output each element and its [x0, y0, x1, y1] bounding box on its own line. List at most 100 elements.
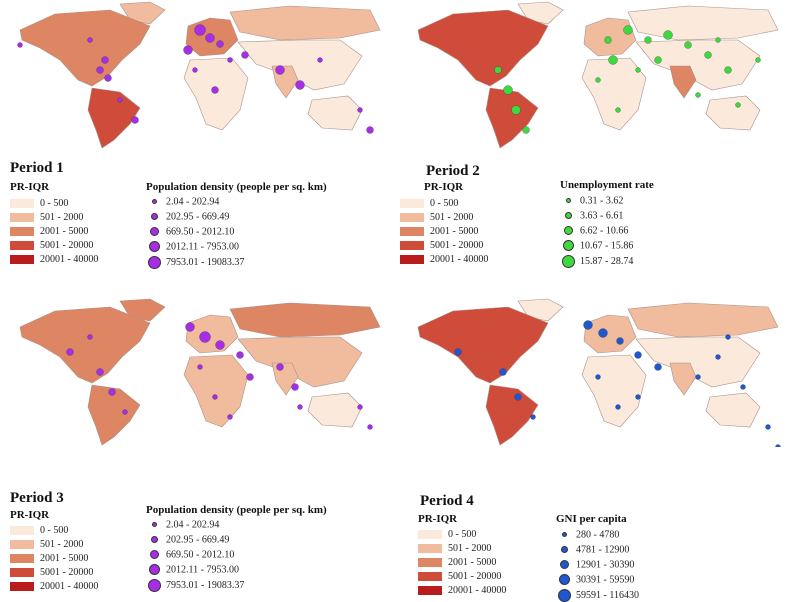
indicator-legend-item: 7953.01 - 19083.37 — [146, 579, 245, 592]
indicator-marker — [623, 25, 633, 35]
color-swatch — [400, 255, 424, 265]
region-na — [19, 9, 151, 87]
marker-swatch — [151, 199, 157, 205]
indicator-legend-item: 6.62 - 10.66 — [560, 225, 628, 237]
indicator-legend-item: 669.50 - 2012.10 — [146, 226, 234, 238]
region-europe — [583, 314, 637, 354]
map-panel-period-4: Period 4 PR-IQR GNI per capita 0 - 500 50… — [398, 297, 796, 602]
indicator-legend-title: Population density (people per sq. km) — [146, 504, 327, 516]
indicator-marker — [503, 85, 513, 95]
pr-iqr-legend-item: 2001 - 5000 — [10, 553, 88, 565]
indicator-marker — [654, 363, 662, 371]
indicator-legend-item: 2.04 - 202.94 — [146, 519, 219, 531]
indicator-marker — [775, 444, 781, 447]
period-title: Period 4 — [420, 493, 474, 509]
indicator-marker — [212, 394, 218, 400]
legend-label: 5001 - 20000 — [448, 571, 502, 582]
region-sa — [485, 87, 539, 149]
indicator-marker — [725, 334, 731, 340]
legend-label: 501 - 2000 — [430, 212, 474, 223]
region-russia — [627, 302, 779, 338]
region-india — [669, 65, 697, 99]
indicator-legend-item: 2.04 - 202.94 — [146, 196, 219, 208]
legend-label: 7953.01 - 19083.37 — [166, 579, 245, 591]
indicator-marker — [616, 337, 624, 345]
region-australia — [307, 95, 363, 131]
pr-iqr-legend-title: PR-IQR — [424, 181, 464, 193]
region-europe — [185, 314, 239, 354]
marker-swatch — [148, 241, 160, 253]
indicator-marker — [704, 51, 712, 59]
indicator-marker — [194, 24, 206, 36]
pr-iqr-legend-title: PR-IQR — [10, 181, 50, 193]
indicator-marker — [654, 56, 662, 64]
legend-label: 501 - 2000 — [448, 543, 492, 554]
region-australia — [705, 392, 761, 428]
legend-label: 3.63 - 6.61 — [580, 210, 624, 222]
indicator-marker — [724, 66, 732, 74]
region-na — [19, 306, 151, 384]
indicator-legend-item: 2012.11 - 7953.00 — [146, 241, 239, 253]
region-australia — [705, 95, 761, 131]
pr-iqr-legend-item: 5001 - 20000 — [10, 240, 93, 252]
pr-iqr-legend-item: 5001 - 20000 — [400, 240, 483, 252]
indicator-legend-item: 59591 - 116430 — [556, 589, 639, 602]
legend-label: 20001 - 40000 — [448, 585, 507, 596]
indicator-legend-item: 12901 - 30390 — [556, 559, 634, 571]
indicator-marker — [241, 51, 249, 59]
indicator-marker — [66, 348, 74, 356]
indicator-marker — [511, 105, 521, 115]
indicator-marker — [357, 404, 363, 410]
color-swatch — [10, 554, 34, 564]
indicator-marker — [615, 404, 621, 410]
indicator-legend-item: 3.63 - 6.61 — [560, 210, 623, 222]
region-russia — [229, 5, 381, 41]
indicator-legend-item: 202.95 - 669.49 — [146, 534, 229, 546]
color-swatch — [10, 199, 34, 209]
indicator-legend-item: 280 - 4780 — [556, 529, 619, 541]
pr-iqr-legend-item: 501 - 2000 — [418, 543, 491, 555]
region-russia — [229, 302, 381, 338]
region-na — [417, 9, 549, 87]
indicator-marker — [275, 65, 285, 75]
pr-iqr-legend-item: 2001 - 5000 — [10, 226, 88, 238]
region-asia — [237, 336, 363, 388]
pr-iqr-legend-item: 501 - 2000 — [10, 539, 83, 551]
pr-iqr-legend-item: 2001 - 5000 — [418, 557, 496, 569]
pr-iqr-legend-item: 0 - 500 — [400, 198, 458, 210]
indicator-marker — [635, 67, 641, 73]
marker-swatch — [557, 589, 571, 602]
indicator-marker — [514, 393, 522, 401]
indicator-marker — [454, 348, 462, 356]
indicator-marker — [131, 116, 139, 124]
legend-label: 2001 - 5000 — [430, 226, 479, 237]
color-swatch — [10, 255, 34, 265]
marker-swatch — [148, 564, 160, 576]
legend-label: 5001 - 20000 — [40, 567, 94, 578]
marker-swatch — [149, 550, 159, 560]
color-swatch — [400, 199, 424, 209]
pr-iqr-legend-item: 20001 - 40000 — [10, 254, 98, 266]
marker-swatch — [149, 227, 159, 237]
pr-iqr-legend-title: PR-IQR — [10, 509, 50, 521]
indicator-marker — [185, 322, 195, 332]
indicator-marker — [583, 320, 593, 330]
indicator-marker — [695, 374, 701, 380]
legend-label: 2001 - 5000 — [40, 226, 89, 237]
color-swatch — [10, 213, 34, 223]
legend-label: 30391 - 59590 — [576, 574, 635, 586]
indicator-marker — [663, 30, 673, 40]
legend-label: 0 - 500 — [448, 529, 477, 540]
period-title: Period 1 — [10, 160, 64, 176]
legend-label: 0.31 - 3.62 — [580, 195, 624, 207]
indicator-marker — [635, 394, 641, 400]
indicator-marker — [211, 86, 219, 94]
legend-label: 501 - 2000 — [40, 212, 84, 223]
indicator-marker — [205, 33, 215, 43]
legend-label: 501 - 2000 — [40, 539, 84, 550]
indicator-marker — [715, 354, 721, 360]
indicator-marker — [227, 414, 233, 420]
indicator-legend-title: Population density (people per sq. km) — [146, 181, 327, 193]
legend-label: 669.50 - 2012.10 — [166, 549, 235, 561]
indicator-legend-item: 15.87 - 28.74 — [560, 255, 633, 268]
